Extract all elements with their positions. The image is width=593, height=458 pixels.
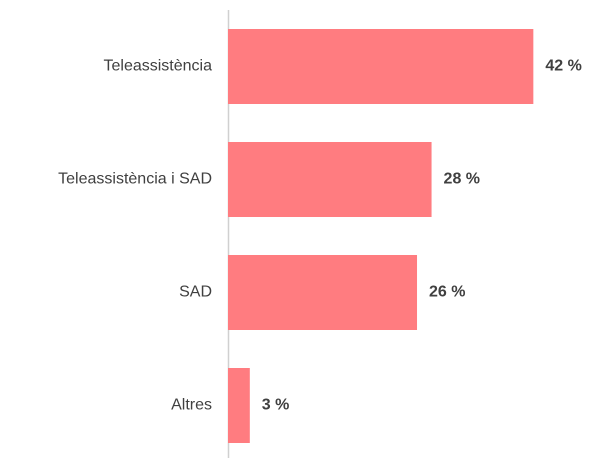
bar — [228, 29, 534, 104]
value-label: 3 % — [262, 397, 290, 414]
bar — [228, 368, 250, 443]
value-label: 26 % — [429, 284, 465, 301]
category-label: Altres — [171, 397, 212, 414]
category-label: Teleassistència — [104, 58, 213, 75]
bar — [228, 142, 432, 217]
bar — [228, 255, 418, 330]
category-label: SAD — [179, 284, 212, 301]
value-label: 42 % — [545, 58, 581, 75]
value-label: 28 % — [444, 171, 480, 188]
category-label: Teleassistència i SAD — [58, 171, 212, 188]
